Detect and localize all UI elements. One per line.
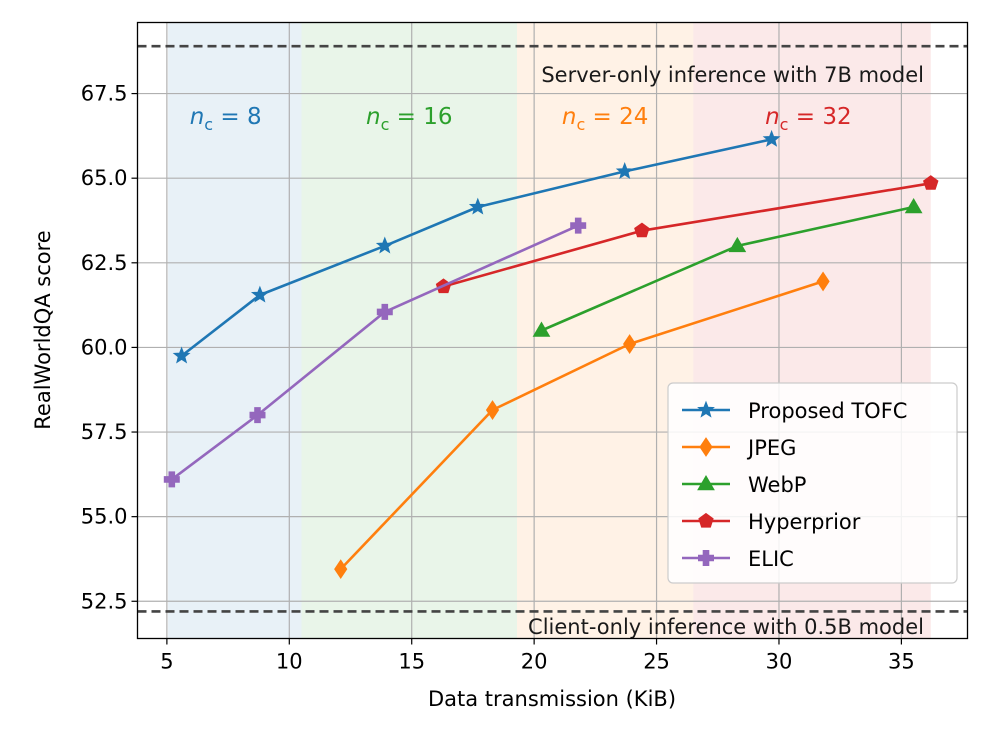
y-tick-label-0: 52.5 [81,589,128,613]
data-point-0-3 [468,197,487,215]
band-label-3: nc = 32 [765,104,852,134]
x-tick-label-5: 30 [766,650,793,674]
legend-label-4: ELIC [748,547,794,571]
legend-marker-0 [697,400,715,418]
band-1 [301,22,517,639]
band-0 [168,22,302,639]
legend-label-0: Proposed TOFC [748,399,907,423]
x-tick-label-1: 10 [276,650,303,674]
y-tick-label-3: 60.0 [81,335,128,359]
data-point-1-3 [816,271,830,292]
data-point-1-1 [485,400,500,420]
series-line-1 [339,280,824,570]
band-labels: nc = 8 nc = 16 nc = 24 nc = 32 [190,104,852,134]
data-point-3-2 [923,175,939,190]
x-tick-label-0: 5 [160,650,173,674]
axis-ticks: 5 10 15 20 25 30 35 52.5 55.0 57.5 60.0 62.5 65.0 67.… [81,82,915,674]
legend-box [667,382,958,584]
y-tick-label-2: 57.5 [81,420,128,444]
legend-marker-2 [697,475,715,491]
reference-lines: Server-only inference with 7B model Clie… [137,44,968,639]
y-tick-label-1: 55.0 [81,505,128,529]
data-point-1-2 [623,334,637,354]
data-point-0-1 [250,285,269,303]
band-label-1: nc = 16 [366,104,453,134]
legend-marker-4 [698,550,714,566]
series-line-0 [180,138,772,357]
plot-frame [136,21,969,640]
series-group [163,129,939,580]
data-point-0-5 [762,129,781,147]
x-tick-label-6: 35 [888,650,915,674]
y-axis-label: RealWorldQA score [31,230,55,429]
band-label-2: nc = 24 [562,104,649,134]
series-proposed-tofc [172,129,781,364]
legend: Proposed TOFC JPEG WebP Hyperprior ELIC [667,382,958,584]
y-tick-label-4: 62.5 [81,251,128,275]
data-point-3-1 [634,222,650,238]
legend-item-3: Hyperprior [682,510,861,534]
series-webp [532,197,923,337]
x-tick-label-3: 20 [521,650,548,674]
data-point-2-1 [728,236,747,253]
legend-item-4: ELIC [682,547,794,571]
data-point-4-2 [376,303,393,320]
data-point-0-2 [375,236,394,254]
series-elic [163,217,587,488]
legend-item-1: JPEG [682,436,796,460]
x-tick-label-4: 25 [643,650,670,674]
x-axis-label: Data transmission (KiB) [428,687,676,711]
ref-label-client: Client-only inference with 0.5B model [528,615,924,639]
legend-item-2: WebP [682,473,806,497]
x-tick-label-2: 15 [398,650,425,674]
y-tick-label-6: 67.5 [81,82,128,106]
data-point-2-0 [532,321,551,337]
series-line-4 [171,224,579,481]
data-point-4-1 [249,407,266,424]
series-jpeg [334,271,830,580]
legend-marker-3 [698,512,714,528]
data-point-0-4 [615,161,634,180]
data-point-2-2 [904,197,923,214]
legend-item-0: Proposed TOFC [682,399,907,423]
y-tick-label-5: 65.0 [81,166,128,190]
legend-marker-1 [699,437,713,457]
legend-label-1: JPEG [746,436,796,460]
band-label-0: nc = 8 [190,104,262,134]
legend-label-3: Hyperprior [748,510,861,534]
ref-label-server: Server-only inference with 7B model [541,63,924,87]
data-point-4-0 [163,471,180,488]
legend-label-2: WebP [748,473,806,497]
data-point-4-3 [570,217,587,234]
series-hyperprior [435,175,939,294]
data-point-0-0 [172,346,191,364]
data-point-1-0 [334,559,348,580]
